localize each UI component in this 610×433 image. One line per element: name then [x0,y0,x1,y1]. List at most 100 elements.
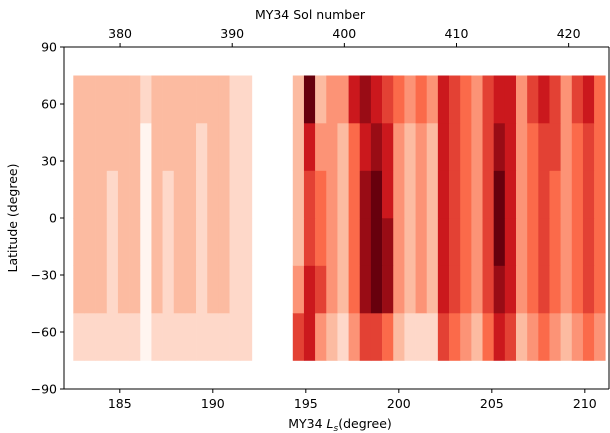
heatmap-cell [84,75,96,124]
x-axis-label: MY34 Ls(degree) [288,416,392,433]
heatmap-cell [393,123,405,171]
heatmap-cell [493,123,506,171]
x-label-suffix: (degree) [338,416,392,431]
heatmap-cell [393,218,405,266]
heatmap-cell [549,218,561,266]
heatmap-cell [348,313,361,361]
heatmap-cell [370,218,383,266]
heatmap-cell [140,218,152,266]
heatmap-cell [471,265,483,314]
heatmap-cell [393,75,405,124]
heatmap-cell [129,123,141,171]
heatmap-cell [482,313,494,361]
heatmap-cell [207,123,219,171]
heatmap-cell [504,218,517,266]
heatmap-cell [184,218,197,266]
heatmap-cell [504,123,517,171]
heatmap-cell [292,123,305,171]
heatmap-cell [337,170,349,219]
heatmap-cell [404,123,416,171]
heatmap-cell [173,170,186,219]
heatmap-cell [73,75,85,124]
heatmap-cell [582,218,595,266]
heatmap-cell [382,218,394,266]
heatmap-cell [303,75,316,124]
heatmap-cell [207,313,219,361]
heatmap-cells [73,75,606,361]
heatmap-cell [382,170,394,219]
heatmap-cell [337,265,349,314]
heatmap-cell [117,75,130,124]
heatmap-cell [449,170,461,219]
heatmap-cell [196,123,208,171]
heatmap-cell [196,170,208,219]
heatmap-cell [482,265,494,314]
heatmap-cell [84,218,96,266]
y-tick-label: 0 [49,211,57,226]
heatmap-cell [437,265,450,314]
heatmap-cell [359,313,372,361]
heatmap-cell [359,123,372,171]
heatmap-cell [594,218,606,266]
heatmap-cell [449,218,461,266]
heatmap-cell [140,170,152,219]
heatmap-cell [218,170,230,219]
top-tick-label: 380 [108,26,132,41]
heatmap-cell [426,313,439,361]
heatmap-cell [437,313,450,361]
heatmap-cell [515,218,528,266]
heatmap-cell [162,218,175,266]
heatmap-cell [482,218,494,266]
heatmap-cell [426,75,439,124]
heatmap-cell [73,123,85,171]
heatmap-cell [493,265,506,314]
heatmap-cell [382,313,394,361]
heatmap-cell [504,170,517,219]
heatmap-cell [571,123,584,171]
heatmap-cell [292,265,305,314]
x-tick-label: 200 [387,396,411,411]
heatmap-cell [560,313,573,361]
top-tick-label: 390 [220,26,244,41]
heatmap-cell [315,170,327,219]
heatmap-cell [303,265,316,314]
heatmap-cell [218,313,230,361]
heatmap-cell [129,313,141,361]
heatmap-cell [106,313,119,361]
heatmap-cell [404,265,416,314]
heatmap-cell [493,170,506,219]
heatmap-cell [582,265,595,314]
heatmap-cell [84,313,96,361]
heatmap-cell [292,170,305,219]
heatmap-cell [184,313,197,361]
heatmap-cell [95,313,108,361]
heatmap-cell [549,75,561,124]
heatmap-cell [240,75,253,124]
heatmap-cell [460,265,472,314]
heatmap-cell [560,75,573,124]
heatmap-cell [173,75,186,124]
heatmap-cell [315,313,327,361]
heatmap-cell [426,123,439,171]
heatmap-cell [73,218,85,266]
heatmap-cell [106,75,119,124]
heatmap-cell [173,265,186,314]
top-tick-label: 420 [557,26,581,41]
heatmap-cell [184,75,197,124]
heatmap-cell [449,313,461,361]
heatmap-cell [151,265,163,314]
heatmap-cell [207,75,219,124]
heatmap-cell [527,123,539,171]
heatmap-cell [129,170,141,219]
x-tick-label: 190 [201,396,225,411]
heatmap-cell [240,218,253,266]
heatmap-cell [184,123,197,171]
x-tick-label: 210 [573,396,597,411]
heatmap-cell [84,170,96,219]
heatmap-cell [303,218,316,266]
heatmap-cell [117,170,130,219]
heatmap-cell [240,313,253,361]
heatmap-cell [404,218,416,266]
heatmap-cell [538,170,550,219]
heatmap-cell [471,218,483,266]
